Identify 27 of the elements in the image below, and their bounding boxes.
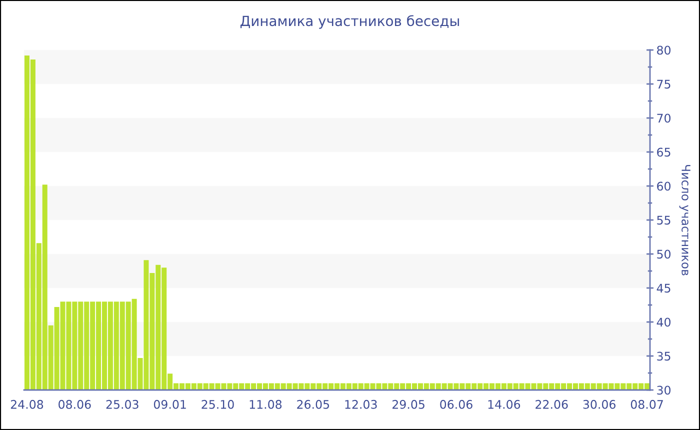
y-tick-label: 70 (657, 114, 670, 123)
x-tick-label: 25.10 (202, 400, 234, 409)
y-tick-label: 80 (657, 46, 670, 55)
y-tick-label: 60 (657, 182, 670, 191)
y-tick-label: 35 (657, 352, 670, 361)
x-tick-label: 30.06 (583, 400, 616, 409)
y-tick-label: 30 (657, 386, 670, 395)
x-tick-label: 14.06 (488, 400, 520, 409)
y-tick-label: 45 (656, 284, 670, 293)
x-tick-label: 09.01 (154, 400, 186, 409)
x-tick-label: 08.07 (630, 400, 663, 409)
y-tick-label: 40 (656, 318, 670, 327)
x-tick-label: 12.03 (345, 400, 377, 409)
x-tick-label: 25.03 (106, 400, 138, 409)
x-tick-label: 11.08 (250, 400, 282, 409)
y-tick-label: 55 (657, 216, 670, 225)
x-tick-label: 26.05 (297, 400, 330, 409)
chart-title: Динамика участников беседы (240, 15, 459, 29)
y-tick-label: 50 (657, 250, 670, 259)
x-tick-label: 06.06 (440, 400, 472, 409)
y-axis-title: Число участников (679, 164, 690, 276)
x-tick-label: 24.08 (10, 400, 44, 409)
y-tick-label: 75 (657, 80, 670, 89)
y-tick-label: 65 (657, 148, 670, 157)
x-tick-label: 29.05 (392, 400, 424, 409)
x-tick-label: 08.06 (58, 400, 91, 409)
x-tick-label: 22.06 (536, 400, 568, 409)
